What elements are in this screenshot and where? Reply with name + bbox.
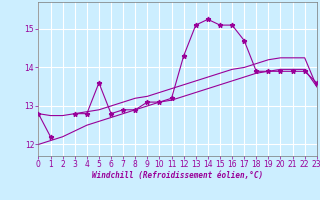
X-axis label: Windchill (Refroidissement éolien,°C): Windchill (Refroidissement éolien,°C) [92,171,263,180]
